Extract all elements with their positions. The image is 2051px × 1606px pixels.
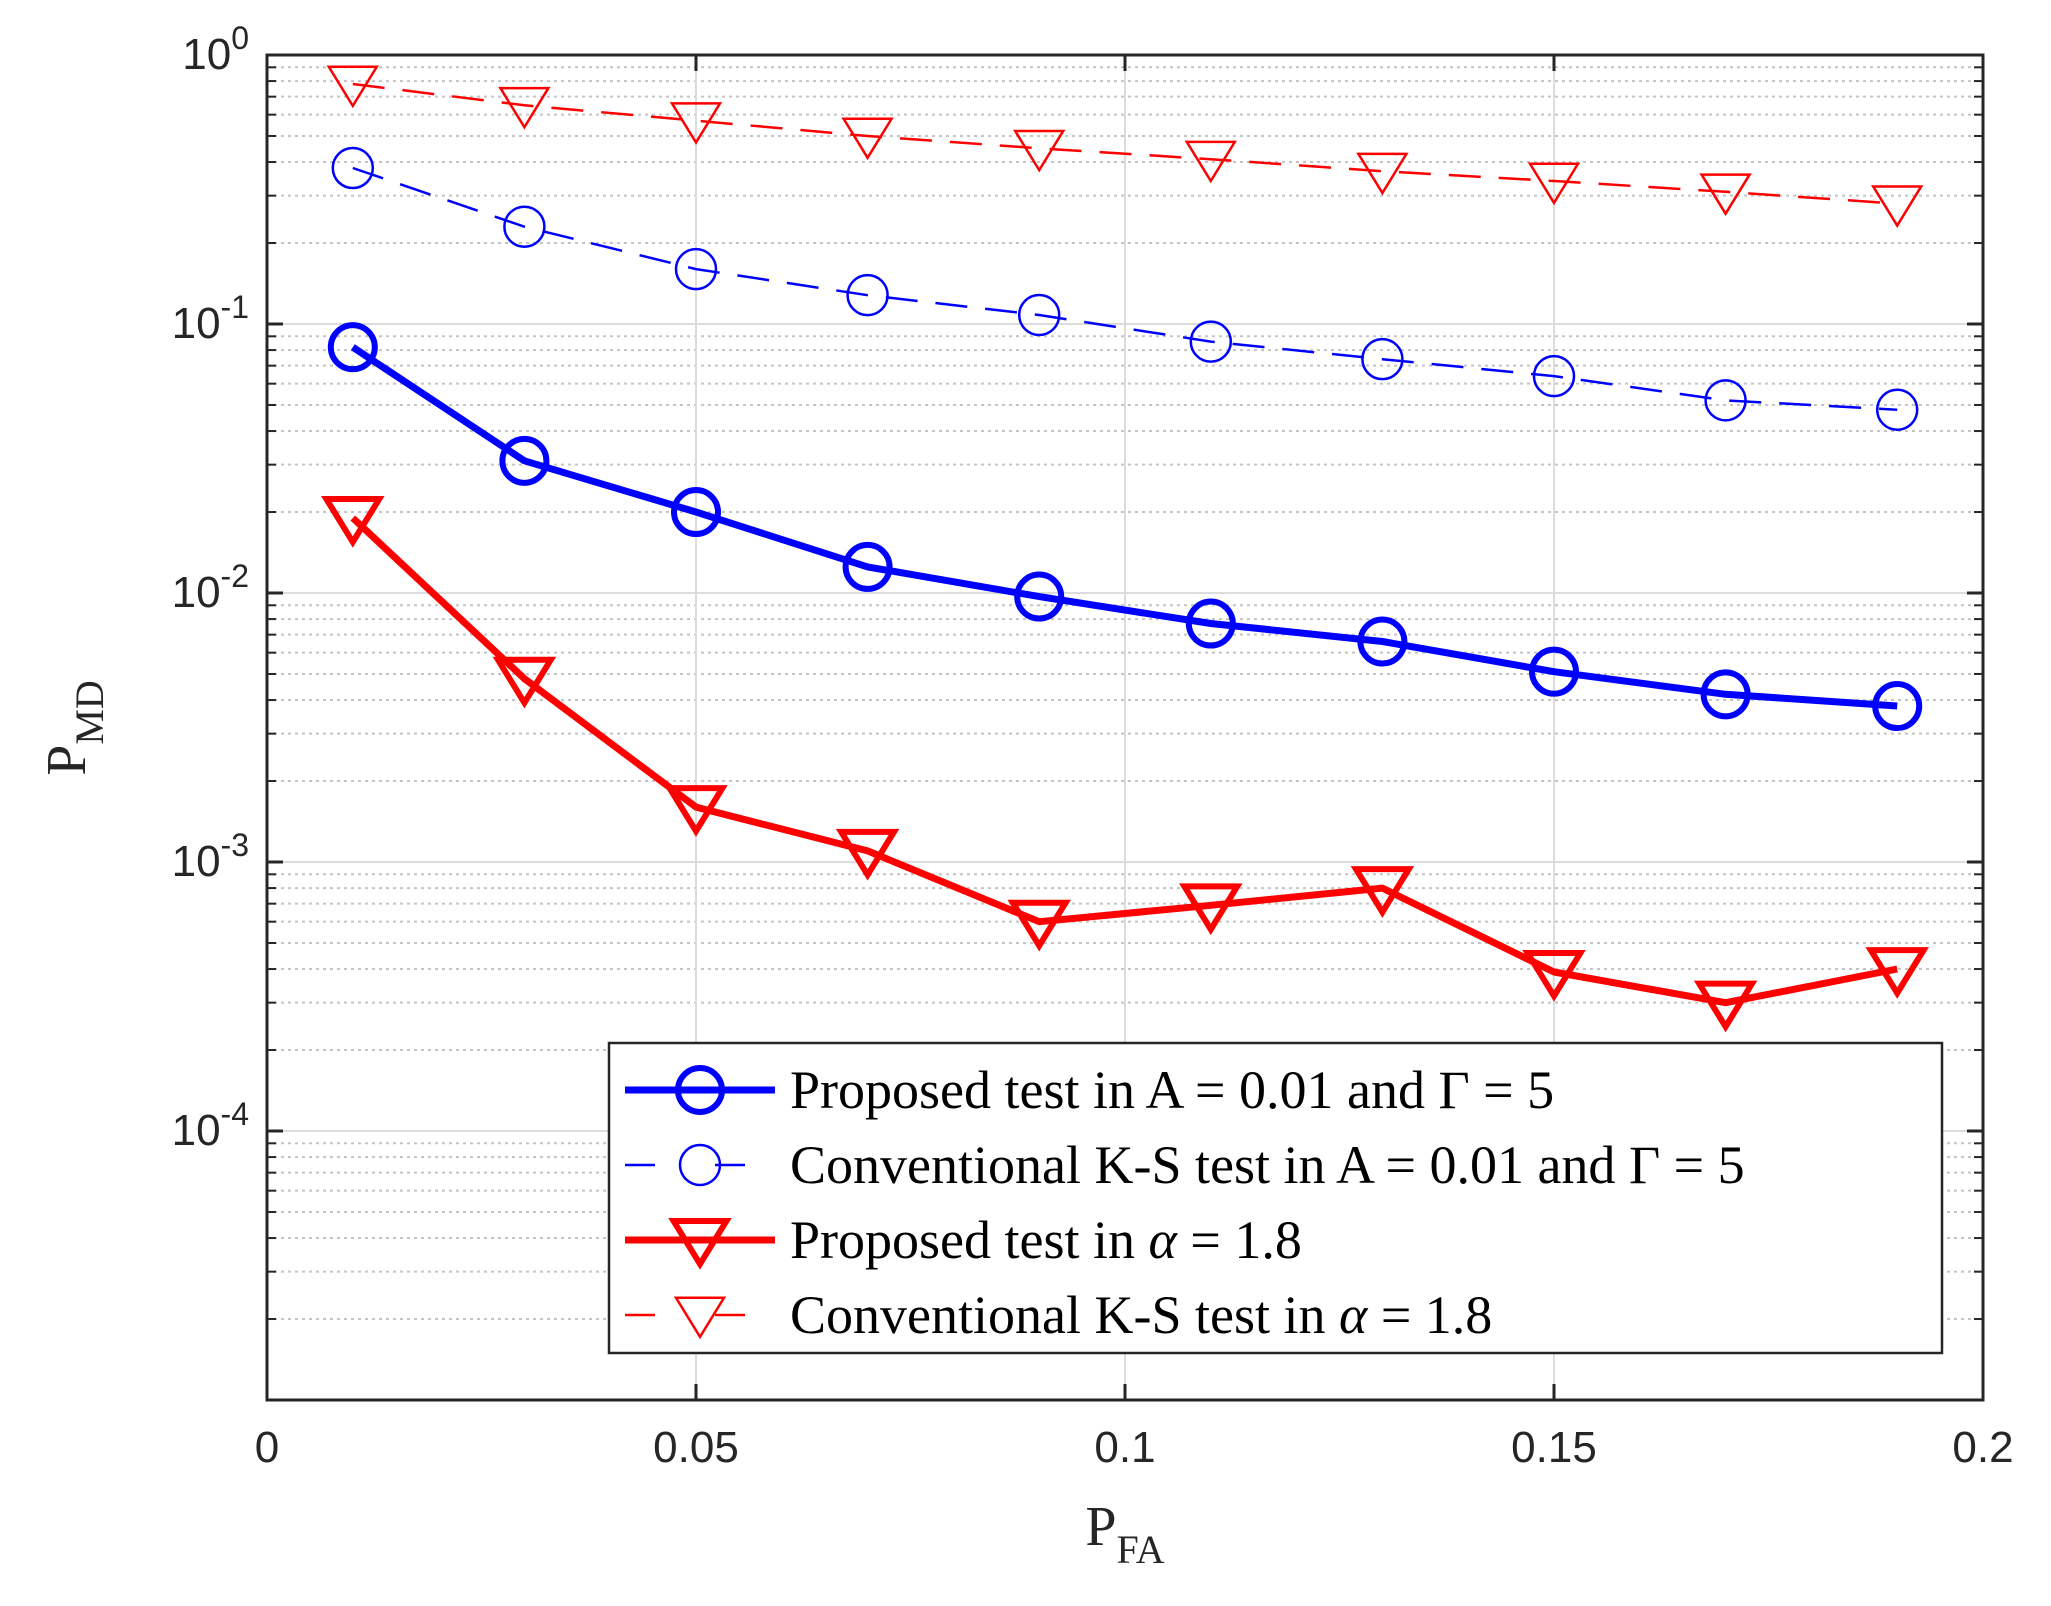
- legend-marker: [678, 1143, 722, 1187]
- data-point: [664, 785, 728, 837]
- data-point: [1529, 646, 1579, 697]
- series-4: [326, 65, 1924, 228]
- x-tick-label: 0.15: [1511, 1423, 1597, 1472]
- tick-marks: [265, 53, 1985, 1400]
- legend-item: Proposed test in α = 1.8: [625, 1210, 1302, 1270]
- legend-label: Proposed test in A = 0.01 and Γ = 5: [790, 1060, 1554, 1120]
- data-point: [1527, 162, 1581, 206]
- series: [321, 65, 1929, 1033]
- y-axis-label: PMD: [36, 680, 112, 776]
- data-point: [492, 656, 557, 709]
- y-tick-label: 10-4: [172, 1096, 249, 1155]
- legend-marker: [673, 1296, 727, 1340]
- data-point: [1184, 140, 1238, 184]
- data-point: [841, 117, 894, 161]
- data-point: [327, 322, 378, 373]
- y-tick-label: 100: [182, 20, 249, 79]
- series-3: [321, 496, 1929, 1033]
- legend-item: Conventional K-S test in α = 1.8: [625, 1285, 1492, 1345]
- data-point: [674, 247, 718, 291]
- x-tick-label: 0.05: [653, 1423, 739, 1472]
- data-point: [1699, 173, 1752, 217]
- legend-label: Conventional K-S test in A = 0.01 and Γ …: [790, 1135, 1745, 1195]
- series-1: [327, 322, 1923, 732]
- series-line: [350, 344, 1898, 710]
- data-point: [1179, 883, 1243, 936]
- data-point: [499, 435, 550, 486]
- series-line: [350, 515, 1898, 1007]
- legend-label: Proposed test in α = 1.8: [790, 1210, 1302, 1270]
- data-point: [331, 146, 375, 190]
- data-point: [1014, 571, 1065, 622]
- x-tick-labels: 0 0.05 0.1 0.15 0.2: [255, 1423, 2014, 1472]
- data-point: [503, 205, 546, 248]
- y-tick-label: 10-1: [172, 289, 249, 348]
- data-point: [842, 541, 893, 592]
- data-point: [1361, 337, 1404, 381]
- y-tick-label: 10-3: [172, 827, 249, 886]
- data-point: [1875, 388, 1919, 431]
- legend-label: Conventional K-S test in α = 1.8: [790, 1285, 1492, 1345]
- data-point: [1012, 129, 1066, 173]
- data-point: [1872, 681, 1923, 732]
- x-tick-label: 0.2: [1952, 1423, 2013, 1472]
- y-tick-label: 10-2: [172, 558, 249, 617]
- x-axis-label: PFA: [1085, 1496, 1164, 1572]
- data-point: [846, 273, 889, 317]
- legend-marker: [675, 1065, 725, 1115]
- legend: Proposed test in A = 0.01 and Γ = 5 Conve…: [607, 1041, 1944, 1355]
- data-point: [1865, 947, 1929, 999]
- data-point: [835, 828, 900, 881]
- data-point: [1522, 950, 1586, 1002]
- data-point: [669, 102, 723, 145]
- x-tick-label: 0.1: [1094, 1423, 1155, 1472]
- data-point: [321, 496, 385, 548]
- data-point: [1350, 866, 1415, 918]
- data-point: [1357, 616, 1408, 667]
- data-point: [498, 86, 551, 130]
- data-point: [1704, 379, 1747, 422]
- data-point: [1870, 185, 1924, 228]
- y-tick-labels: 100 10-1 10-2 10-3 10-4: [172, 20, 249, 1155]
- series-line: [352, 82, 1898, 205]
- series-line: [352, 166, 1898, 411]
- series-2: [331, 146, 1919, 431]
- data-point: [1185, 598, 1236, 649]
- data-point: [1007, 899, 1071, 952]
- data-point: [1356, 152, 1409, 196]
- legend-marker: [668, 1218, 732, 1270]
- data-point: [326, 65, 380, 109]
- data-point: [1017, 293, 1061, 337]
- legend-box: [607, 1041, 1944, 1355]
- data-point: [671, 487, 721, 538]
- data-point: [1693, 980, 1758, 1033]
- data-point: [1189, 320, 1233, 363]
- data-point: [1700, 669, 1751, 720]
- legend-item: Proposed test in A = 0.01 and Γ = 5: [625, 1060, 1554, 1120]
- legend-item: Conventional K-S test in A = 0.01 and Γ …: [625, 1135, 1745, 1195]
- x-tick-label: 0: [255, 1423, 279, 1472]
- data-point: [1532, 354, 1576, 398]
